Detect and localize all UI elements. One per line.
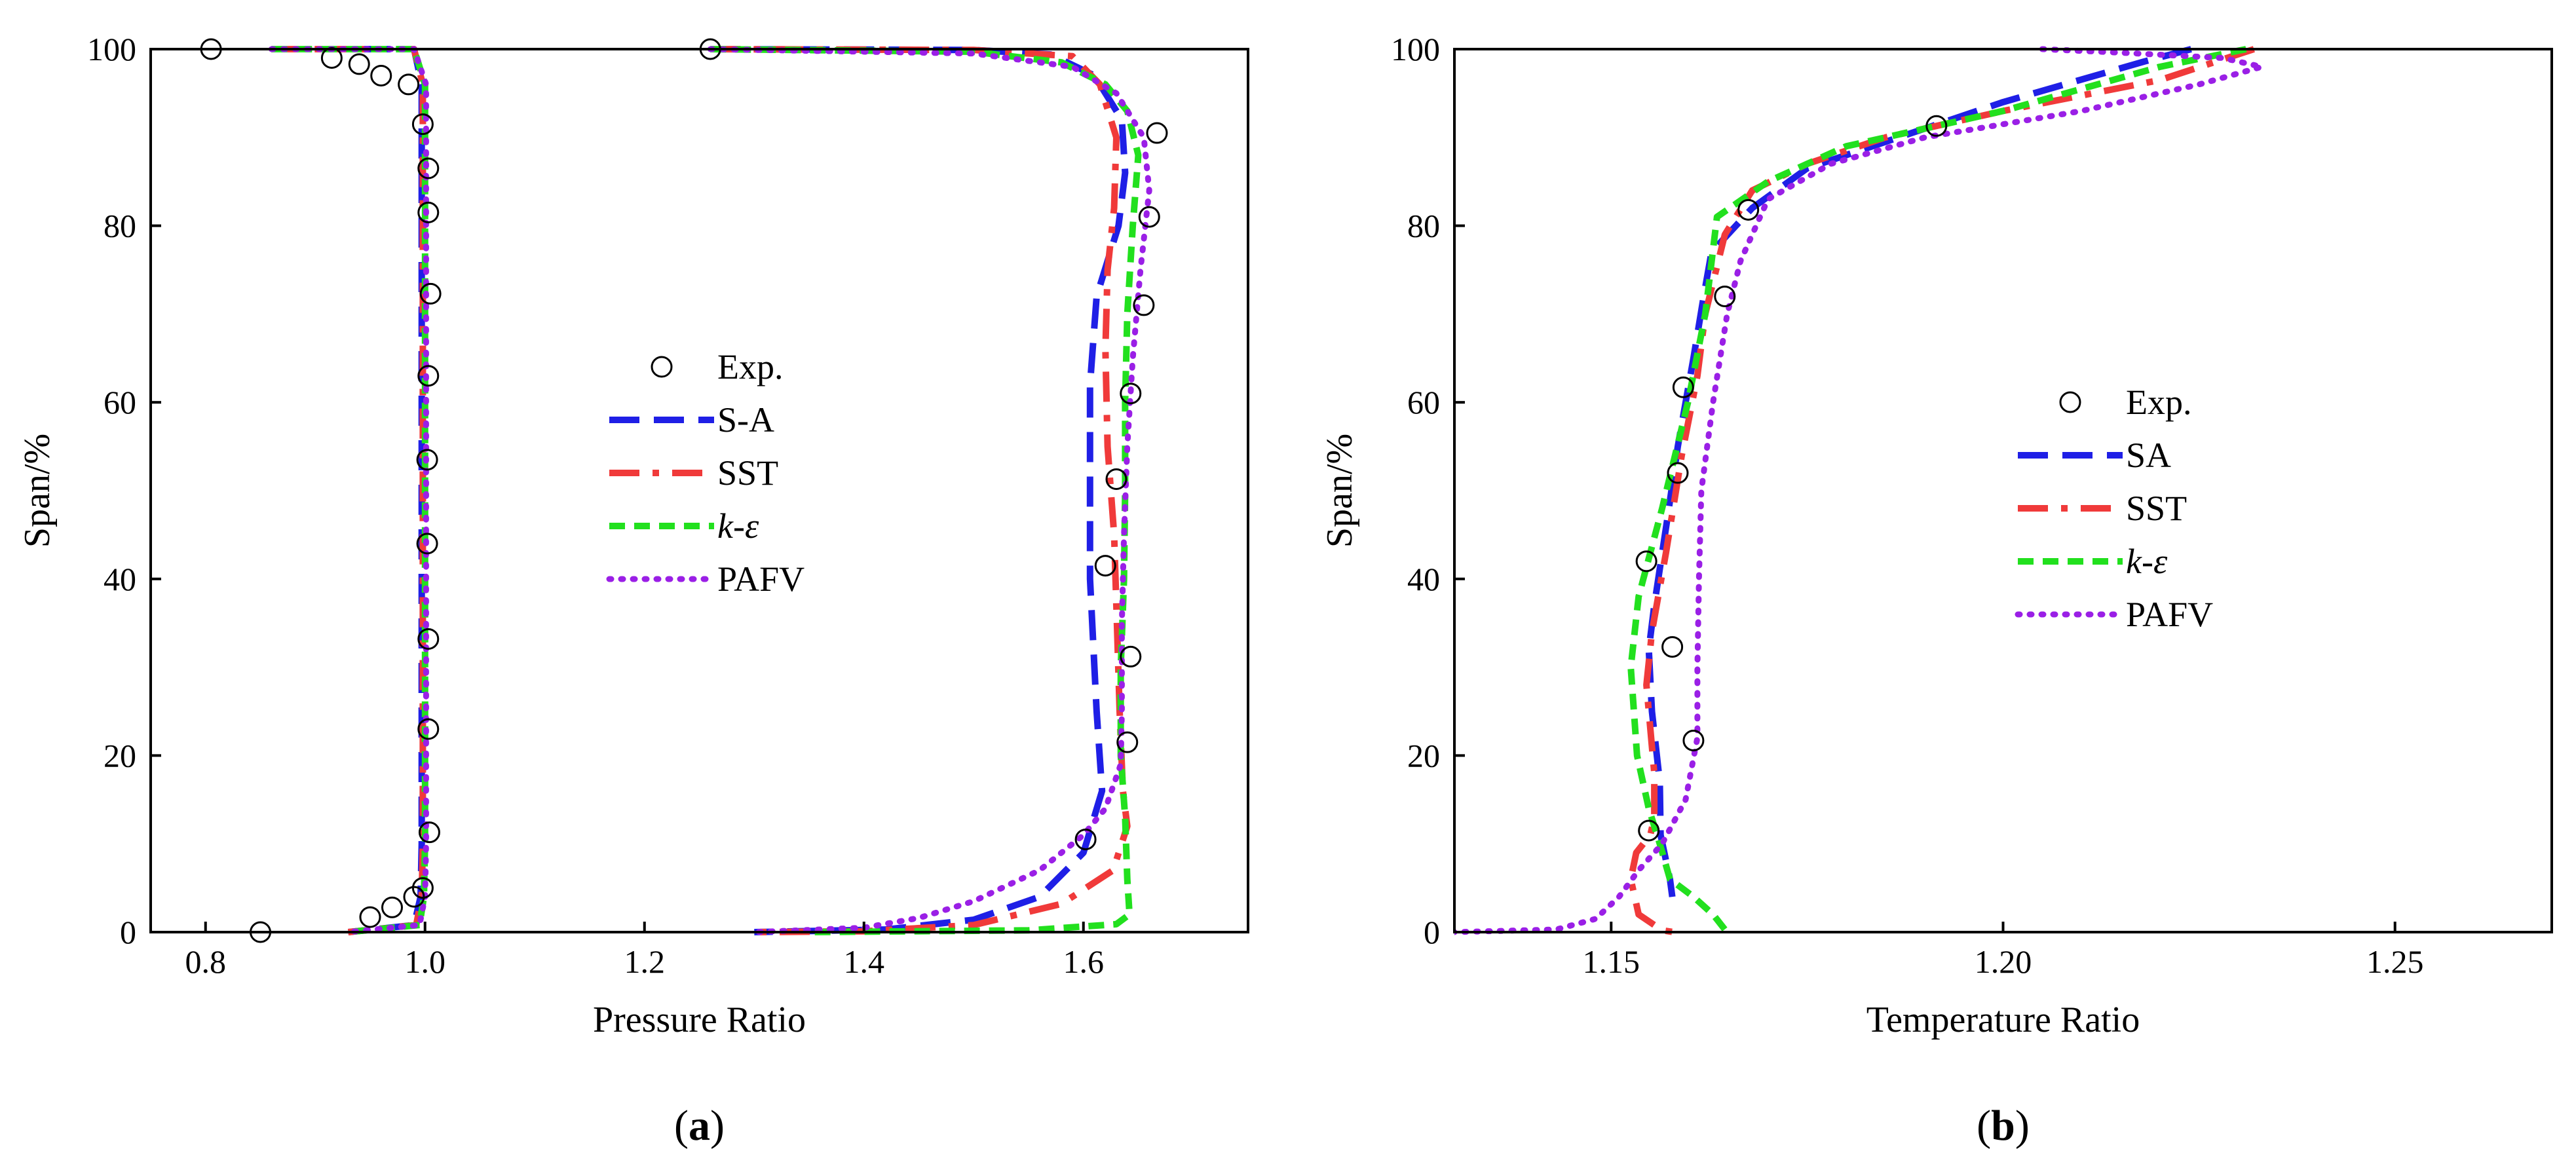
series-line-k-a-0 xyxy=(271,46,428,935)
legend-label-2-a: SST xyxy=(717,453,778,493)
exp-point-a-28 xyxy=(1116,731,1139,753)
exp-point-a-3 xyxy=(370,64,392,86)
series-line-PAFV-b-0 xyxy=(1454,46,2265,935)
legend-marker-exp-a xyxy=(651,356,673,378)
exp-point-a-4 xyxy=(398,73,420,96)
panel-label-b: (b) xyxy=(1977,1102,2030,1150)
exp-point-a-18 xyxy=(359,906,381,928)
plot-frame-a xyxy=(149,48,1249,933)
legend-label-2-b: SST xyxy=(2126,489,2187,528)
y-ticks-b: 0 20 40 60 80 100 xyxy=(1391,31,1465,950)
exp-point-b-8 xyxy=(1638,819,1660,842)
exp-point-a-22 xyxy=(1138,206,1160,228)
y-tick-label-a-5: 100 xyxy=(87,31,136,67)
exp-point-a-7 xyxy=(417,201,440,223)
exp-point-a-24 xyxy=(1120,383,1142,405)
y-axis-title-a: Span/% xyxy=(17,434,58,548)
x-tick-label-a-0: 0.8 xyxy=(185,943,227,980)
panel-b: 1.15 1.20 1.25 0 20 40 60 80 100 Temperature Ra… xyxy=(1319,31,2553,1150)
plot-frame-b xyxy=(1453,48,2553,933)
exp-point-a-12 xyxy=(417,628,440,650)
exp-point-a-27 xyxy=(1120,645,1142,667)
series-layer-a xyxy=(268,46,1152,935)
exp-point-b-1 xyxy=(1737,198,1760,221)
exp-point-a-14 xyxy=(418,821,440,844)
exp-point-a-13 xyxy=(417,718,440,740)
series-line-SST-a-1 xyxy=(710,46,1131,935)
y-tick-label-a-3: 60 xyxy=(104,384,136,421)
y-tick-label-a-1: 20 xyxy=(104,737,136,774)
experiment-points-a xyxy=(200,38,1168,943)
y-tick-label-b-0: 0 xyxy=(1424,914,1440,950)
y-tick-label-b-3: 60 xyxy=(1407,384,1440,421)
exp-point-b-2 xyxy=(1714,285,1736,307)
series-line-SA-a-0 xyxy=(271,46,425,935)
x-tick-label-a-4: 1.6 xyxy=(1063,943,1105,980)
y-tick-label-a-0: 0 xyxy=(120,914,136,950)
experiment-points-b xyxy=(1635,115,1948,842)
series-line-SST-a-0 xyxy=(271,46,426,935)
panel-letter-a: a xyxy=(689,1102,710,1150)
exp-point-b-7 xyxy=(1682,729,1705,751)
y-tick-label-b-4: 80 xyxy=(1407,208,1440,244)
panel-label-a: (a) xyxy=(674,1102,725,1150)
x-tick-label-b-0: 1.15 xyxy=(1583,943,1640,980)
panel-a: 0.8 1.0 1.2 1.4 1.6 0 20 40 60 80 100 Pressure Ra… xyxy=(17,31,1249,1150)
legend-label-3-b: k-ε xyxy=(2126,542,2168,581)
y-axis-title-b: Span/% xyxy=(1319,434,1360,548)
exp-point-b-5 xyxy=(1635,550,1657,573)
x-tick-label-a-1: 1.0 xyxy=(405,943,446,980)
series-line-PAFV-a-0 xyxy=(268,46,429,935)
legend-label-0-a: Exp. xyxy=(717,347,784,386)
y-tick-label-a-4: 80 xyxy=(104,208,136,244)
exp-point-a-26 xyxy=(1094,555,1116,577)
x-tick-label-b-1: 1.20 xyxy=(1975,943,2032,980)
legend-a: Exp. S-A SST k-ε PAFV xyxy=(606,347,805,599)
y-tick-label-a-2: 40 xyxy=(104,561,136,597)
exp-point-a-16 xyxy=(403,886,425,908)
panel-letter-b: b xyxy=(1991,1102,2015,1150)
y-tick-label-b-1: 20 xyxy=(1407,737,1440,774)
exp-point-a-29 xyxy=(1074,828,1097,850)
legend-label-4-a: PAFV xyxy=(717,559,805,599)
legend-marker-exp-b xyxy=(2059,391,2081,413)
exp-point-a-21 xyxy=(1146,122,1168,144)
series-line-PAFV-a-1 xyxy=(707,46,1152,935)
exp-point-a-9 xyxy=(417,365,440,387)
legend-label-1-a: S-A xyxy=(717,400,774,440)
x-axis-title-a: Pressure Ratio xyxy=(593,1000,806,1040)
legend-b: Exp. SA SST k-ε PAFV xyxy=(2015,383,2213,634)
exp-point-a-23 xyxy=(1133,294,1155,316)
exp-point-a-25 xyxy=(1105,468,1127,490)
exp-point-a-2 xyxy=(348,53,370,75)
y-ticks-a: 0 20 40 60 80 100 xyxy=(87,31,161,950)
x-ticks-a: 0.8 1.0 1.2 1.4 1.6 xyxy=(185,922,1105,980)
y-tick-label-b-2: 40 xyxy=(1407,561,1440,597)
exp-point-a-11 xyxy=(416,533,438,555)
exp-point-b-3 xyxy=(1672,376,1694,398)
legend-label-4-b: PAFV xyxy=(2126,595,2213,634)
exp-point-a-8 xyxy=(419,282,442,305)
exp-point-a-10 xyxy=(416,449,438,471)
exp-point-a-6 xyxy=(417,157,440,179)
x-axis-title-b: Temperature Ratio xyxy=(1866,1000,2140,1040)
exp-point-b-0 xyxy=(1925,115,1948,137)
x-ticks-b: 1.15 1.20 1.25 xyxy=(1583,922,2424,980)
exp-point-b-4 xyxy=(1667,462,1689,484)
exp-point-a-17 xyxy=(381,896,403,918)
y-tick-label-b-5: 100 xyxy=(1391,31,1440,67)
legend-label-0-b: Exp. xyxy=(2126,383,2192,422)
x-tick-label-b-2: 1.25 xyxy=(2366,943,2424,980)
exp-point-b-6 xyxy=(1661,636,1684,658)
series-line-SA-b-0 xyxy=(1645,46,2192,897)
legend-label-3-a: k-ε xyxy=(717,506,759,546)
legend-label-1-b: SA xyxy=(2126,436,2171,475)
x-tick-label-a-3: 1.4 xyxy=(844,943,885,980)
x-tick-label-a-2: 1.2 xyxy=(624,943,666,980)
exp-point-a-5 xyxy=(411,113,434,136)
